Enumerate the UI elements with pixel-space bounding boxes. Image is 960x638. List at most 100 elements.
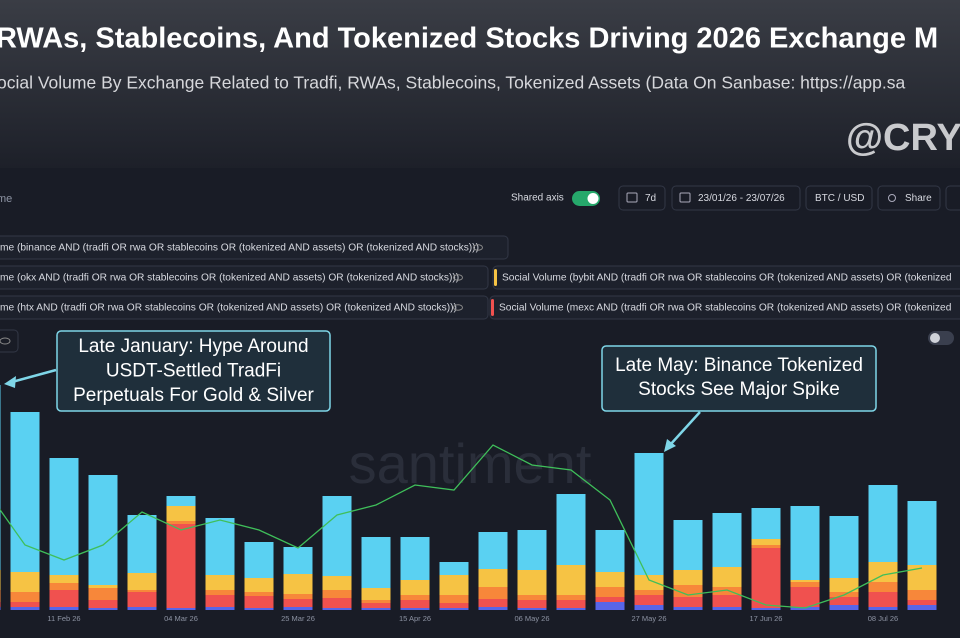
- legend-label: Social Volume (mexc AND (tradfi OR rwa O…: [499, 303, 952, 314]
- legend-label: me (htx AND (tradfi OR rwa OR stablecoin…: [0, 303, 457, 314]
- bar-segment: [283, 599, 313, 607]
- x-tick-label: 17 Jun 26: [750, 614, 783, 623]
- bar-segment: [673, 607, 703, 610]
- annotation-text: Late January: Hype Around: [78, 336, 308, 357]
- bar-segment: [49, 575, 79, 583]
- bar-segment: [556, 494, 586, 565]
- bar-segment: [88, 585, 118, 588]
- bar-segment: [712, 513, 742, 567]
- bar-segment: [322, 598, 352, 608]
- range-button[interactable]: [671, 185, 801, 211]
- legend-label: me (okx AND (tradfi OR rwa OR stablecoin…: [0, 273, 459, 284]
- bar-segment: [283, 547, 313, 574]
- bar-segment: [361, 608, 391, 610]
- more-button[interactable]: [945, 185, 960, 211]
- bar-segment: [790, 587, 820, 607]
- bar-segment: [166, 608, 196, 610]
- arrow-head: [664, 439, 676, 452]
- bar-segment: [88, 600, 118, 608]
- bar-segment: [400, 537, 430, 580]
- watermark: santiment: [349, 432, 592, 495]
- bar-segment: [751, 539, 781, 545]
- bar-segment: [127, 590, 157, 592]
- chart-toggle-knob: [930, 333, 940, 343]
- line: [0, 444, 923, 609]
- annotation-arrow: [11, 368, 57, 384]
- bar-segment: [166, 496, 196, 506]
- bar-segment: [829, 578, 859, 592]
- handle: @CRYPT: [846, 117, 960, 159]
- share-button[interactable]: [877, 185, 941, 211]
- bar-segment: [10, 602, 40, 607]
- bar-segment: [322, 576, 352, 590]
- metric-label: me: [0, 193, 12, 205]
- bar-segment: [712, 595, 742, 607]
- plot: santiment me (htx AND (tradfi OR rwa OR s…: [0, 235, 960, 623]
- bar-segment: [0, 570, 1, 590]
- bar-segment: [595, 572, 625, 587]
- interval-button[interactable]: [618, 185, 666, 211]
- bar-segment: [49, 590, 79, 607]
- bar-segment: [205, 607, 235, 610]
- bar-segment: [0, 590, 1, 602]
- bar-segment: [283, 574, 313, 594]
- subtitle: ocial Volume By Exchange Related to Trad…: [0, 73, 905, 93]
- legend-chip[interactable]: [0, 295, 489, 320]
- bar-segment: [244, 592, 274, 596]
- bar-segment: [556, 595, 586, 600]
- bar-segment: [634, 595, 664, 605]
- bar-segment: [868, 607, 898, 610]
- bar-segment: [712, 607, 742, 610]
- currency-label: BTC / USD: [815, 193, 864, 204]
- currency-button[interactable]: [805, 185, 873, 211]
- bar-segment: [517, 595, 547, 600]
- bar-segment: [478, 607, 508, 610]
- bar-segment: [829, 597, 859, 605]
- legend-chip[interactable]: [492, 265, 960, 290]
- bar-segment: [244, 596, 274, 608]
- legend-chip[interactable]: [0, 265, 489, 290]
- bar-segment: [751, 508, 781, 539]
- bar-segment: [322, 590, 352, 598]
- bar-segment: [790, 506, 820, 580]
- eye-icon: [453, 274, 463, 281]
- bar-segment: [0, 602, 1, 607]
- bar-segment: [634, 575, 664, 590]
- bar-segment: [439, 562, 469, 575]
- bar-segment: [0, 385, 1, 570]
- bar-segment: [127, 515, 157, 573]
- bar-segment: [868, 582, 898, 592]
- bar-segment: [634, 605, 664, 610]
- bar-segment: [478, 569, 508, 587]
- bar-segment: [400, 595, 430, 600]
- bar-segment: [595, 597, 625, 602]
- bar-segment: [673, 520, 703, 570]
- bar-segment: [10, 592, 40, 602]
- hidden-chip[interactable]: [0, 329, 19, 353]
- bar-segment: [790, 580, 820, 582]
- bar-segment: [751, 608, 781, 610]
- bar-segment: [712, 567, 742, 587]
- bar-segment: [127, 592, 157, 607]
- annotation-text: Late May: Binance Tokenized: [615, 355, 863, 376]
- bar-segment: [244, 608, 274, 610]
- bar-segment: [322, 496, 352, 576]
- bar-segment: [907, 600, 937, 605]
- bar-segment: [88, 588, 118, 600]
- title: RWAs, Stablecoins, And Tokenized Stocks …: [0, 23, 938, 55]
- bar-segment: [868, 562, 898, 582]
- arrow-head: [4, 376, 16, 388]
- bar-segment: [88, 608, 118, 610]
- bar-segment: [439, 608, 469, 610]
- interval-icon: [626, 192, 638, 203]
- bar-segment: [0, 607, 1, 610]
- bar-segment: [127, 573, 157, 590]
- bar-segment: [517, 530, 547, 570]
- annotation-text: Stocks See Major Spike: [638, 379, 840, 400]
- legend-chip[interactable]: [0, 235, 509, 260]
- x-tick-label: 25 Mar 26: [281, 614, 315, 623]
- bar-segment: [556, 608, 586, 610]
- x-tick-label: 08 Jul 26: [868, 614, 898, 623]
- legend-chip[interactable]: [489, 295, 960, 320]
- bar-segment: [634, 453, 664, 575]
